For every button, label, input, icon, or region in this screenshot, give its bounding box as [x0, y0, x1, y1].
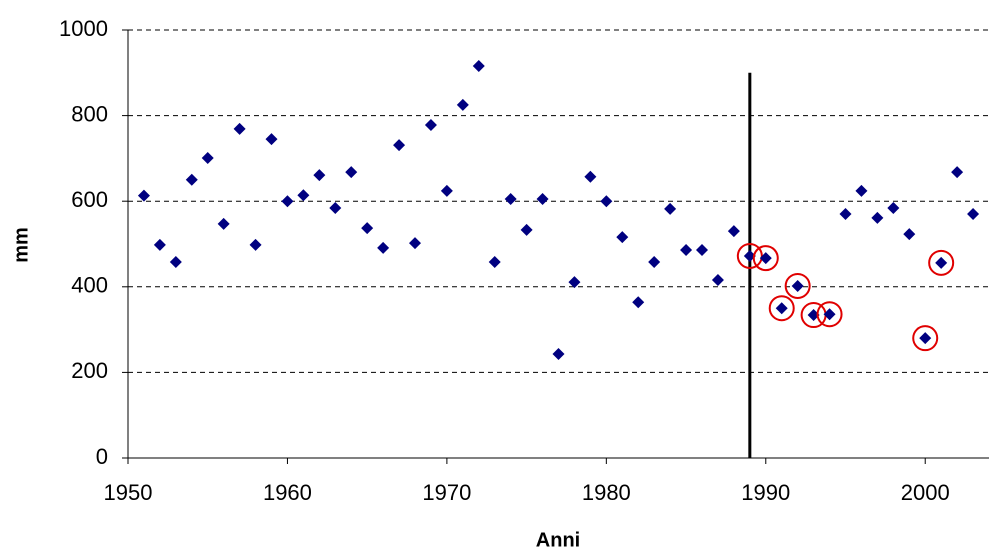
- point: [201, 151, 214, 164]
- highlight-circle: [816, 301, 843, 328]
- point: [584, 170, 597, 183]
- point: [903, 228, 916, 241]
- point: [743, 249, 756, 262]
- point: [536, 193, 549, 206]
- point: [775, 302, 788, 315]
- point: [504, 193, 517, 206]
- point: [727, 225, 740, 238]
- highlight-circle: [736, 242, 763, 269]
- point: [680, 243, 693, 256]
- point: [409, 237, 421, 250]
- point: [265, 133, 278, 146]
- x-tick-label: 1980: [582, 480, 631, 505]
- point: [440, 184, 453, 197]
- point: [153, 238, 166, 251]
- point: [137, 189, 150, 202]
- point: [361, 222, 374, 235]
- point: [632, 296, 645, 309]
- point: [456, 98, 469, 111]
- x-axis-label: Anni: [536, 529, 580, 551]
- point: [967, 208, 980, 221]
- point: [823, 308, 836, 321]
- point: [855, 184, 868, 197]
- point: [249, 238, 262, 251]
- point: [424, 119, 437, 132]
- y-tick-label: 0: [96, 444, 108, 469]
- point: [393, 139, 406, 152]
- x-tick-label: 1950: [104, 480, 153, 505]
- highlight-circle: [752, 245, 779, 272]
- point: [759, 252, 772, 265]
- y-tick-label: 1000: [59, 16, 108, 41]
- point: [217, 217, 230, 230]
- point: [233, 122, 246, 135]
- point: [664, 202, 677, 215]
- highlight-circle: [768, 295, 795, 322]
- point: [711, 273, 724, 286]
- point: [552, 347, 565, 360]
- point: [377, 241, 390, 254]
- point: [648, 255, 661, 268]
- point: [600, 195, 613, 208]
- point: [935, 256, 948, 269]
- x-tick-label: 1960: [263, 480, 312, 505]
- point: [839, 208, 852, 221]
- point: [520, 223, 533, 236]
- point: [791, 279, 804, 292]
- point: [887, 202, 900, 215]
- point: [345, 166, 358, 179]
- point: [919, 332, 932, 345]
- highlight-circle: [912, 325, 939, 352]
- point: [807, 309, 820, 322]
- x-tick-label: 1970: [422, 480, 471, 505]
- point: [329, 202, 342, 215]
- point: [696, 243, 708, 256]
- x-tick-label: 1990: [741, 480, 790, 505]
- point: [488, 255, 501, 268]
- point: [568, 276, 581, 289]
- point: [871, 211, 884, 224]
- point: [313, 169, 326, 182]
- y-tick-label: 800: [71, 101, 108, 126]
- point: [169, 255, 182, 268]
- y-axis-label: mm: [10, 227, 32, 263]
- point: [185, 173, 198, 186]
- point: [297, 189, 310, 202]
- highlight-circle: [928, 249, 955, 276]
- point: [281, 195, 294, 208]
- point: [951, 166, 964, 179]
- point: [616, 231, 629, 244]
- point: [472, 59, 485, 72]
- y-tick-label: 400: [71, 273, 108, 298]
- x-tick-label: 2000: [901, 480, 950, 505]
- y-tick-label: 600: [71, 187, 108, 212]
- highlight-circle: [784, 272, 811, 299]
- y-tick-label: 200: [71, 358, 108, 383]
